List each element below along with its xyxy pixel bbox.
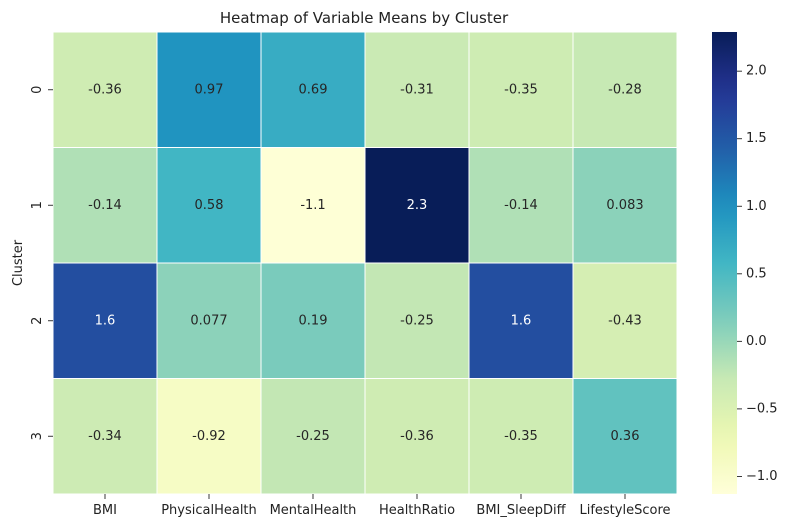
x-tick-label: BMI_SleepDiff [476,503,566,518]
heatmap-cell-labels: -0.36 0.97 0.69 -0.31 -0.35 -0.28 -0.14 0.58 -1.… [88,82,643,444]
heatmap-cell [572,147,678,264]
heatmap-cell [364,147,470,264]
cell-value-label: 0.077 [190,313,227,328]
chart-title: Heatmap of Variable Means by Cluster [220,9,509,27]
cell-value-label: -0.34 [88,429,122,444]
cell-value-label: -0.36 [88,82,122,97]
cell-value-label: -0.14 [504,198,538,213]
cell-value-label: -0.35 [504,82,538,97]
cell-value-label: 0.36 [611,429,640,444]
x-tick-label: LifestyleScore [579,503,670,518]
heatmap-cell [156,378,262,495]
cell-value-label: -0.31 [400,82,434,97]
colorbar-tick-label: 1.0 [746,199,767,214]
heatmap-cell [260,378,366,495]
heatmap-cell [468,262,574,379]
cell-value-label: -0.25 [400,313,434,328]
heatmap-cell [364,378,470,495]
y-tick-label: 0 [30,86,45,94]
heatmap-cell [364,31,470,148]
cell-value-label: 0.083 [606,198,643,213]
heatmap-cell [468,378,574,495]
y-tick-label: 3 [30,432,45,440]
cell-value-label: 0.19 [299,313,328,328]
heatmap-cell [52,378,158,495]
y-tick-label: 2 [30,317,45,325]
x-tick-label: MentalHealth [270,503,357,518]
heatmap-cell [364,262,470,379]
heatmap-cell [156,31,262,148]
cell-value-label: -1.1 [300,198,325,213]
y-axis: 0 1 2 3 [30,86,53,440]
y-tick-label: 1 [30,201,45,209]
colorbar [712,32,737,494]
heatmap-cell [572,262,678,379]
heatmap-cell [52,262,158,379]
heatmap-cell [468,31,574,148]
cell-value-label: -0.92 [192,429,226,444]
heatmap-cell [260,262,366,379]
cell-value-label: -0.43 [608,313,642,328]
cell-value-label: -0.25 [296,429,330,444]
heatmap-cell [572,378,678,495]
colorbar-tick-label: −0.5 [746,401,778,416]
colorbar-axis: 2.0 1.5 1.0 0.5 0.0 −0.5 −1.0 [737,64,778,484]
cell-value-label: 1.6 [95,313,116,328]
heatmap-cell [156,262,262,379]
cell-value-label: -0.14 [88,198,122,213]
cell-value-label: -0.35 [504,429,538,444]
cell-value-label: 1.6 [511,313,532,328]
cell-value-label: -0.36 [400,429,434,444]
colorbar-tick-label: 0.0 [746,334,767,349]
colorbar-tick-label: 0.5 [746,266,767,281]
colorbar-tick-label: 2.0 [746,64,767,79]
x-tick-label: HealthRatio [379,503,455,518]
cell-value-label: 0.69 [299,82,328,97]
cell-value-label: 0.58 [195,198,224,213]
cell-value-label: -0.28 [608,82,642,97]
x-axis: BMI PhysicalHealth MentalHealth HealthRatio… [93,494,671,518]
colorbar-tick-label: 1.5 [746,131,767,146]
x-tick-label: BMI [93,503,117,518]
cell-value-label: 2.3 [407,198,428,213]
x-tick-label: PhysicalHealth [161,503,257,518]
heatmap-cell [572,31,678,148]
heatmap-cell [52,31,158,148]
cell-value-label: 0.97 [195,82,224,97]
colorbar-tick-label: −1.0 [746,469,778,484]
heatmap-cell [156,147,262,264]
y-axis-label: Cluster [11,239,26,286]
heatmap-cells [52,31,678,495]
heatmap-cell [260,31,366,148]
